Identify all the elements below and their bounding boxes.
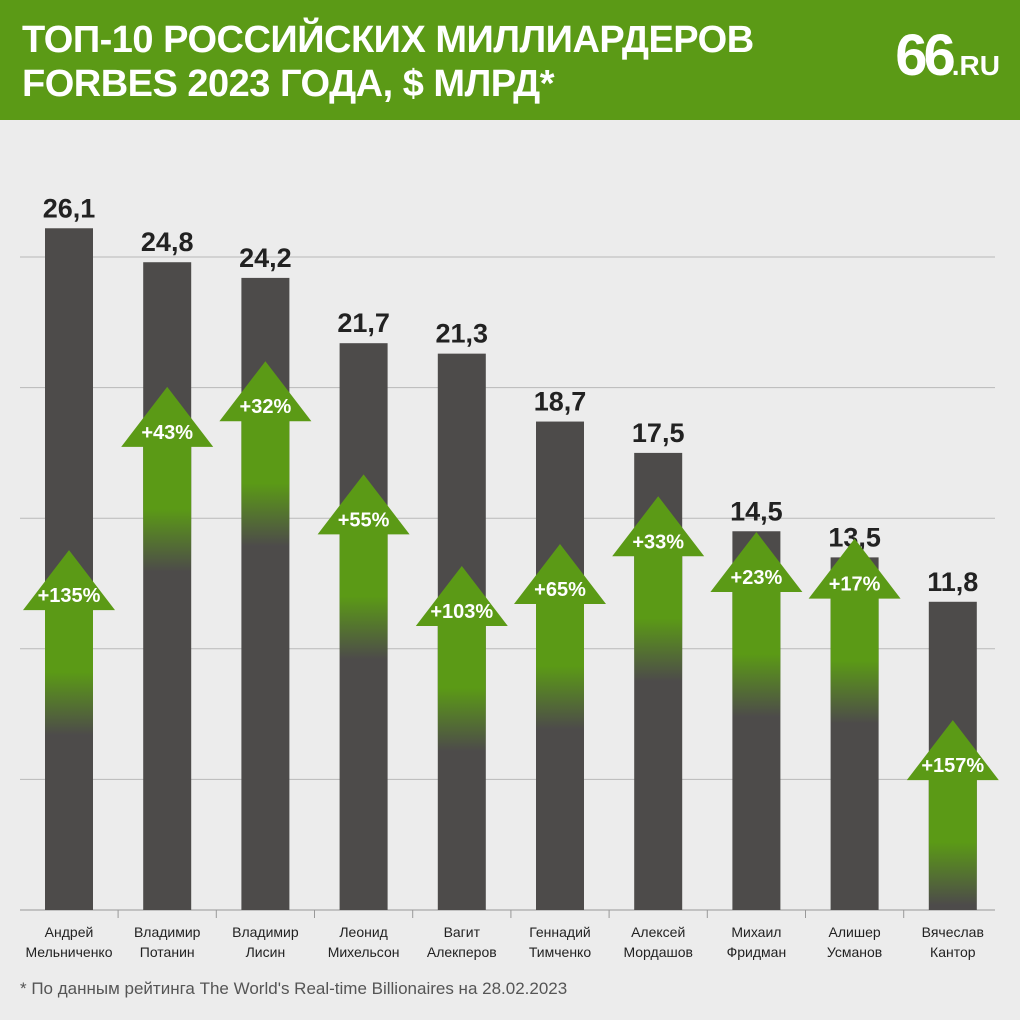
growth-arrow: +33% <box>612 496 705 682</box>
growth-label: +135% <box>38 585 101 607</box>
bar-value-label: 11,8 <box>927 567 978 597</box>
growth-label: +157% <box>921 755 984 777</box>
category-label-line: Фридман <box>727 944 787 960</box>
growth-arrow: +157% <box>906 720 999 906</box>
bar-value-label: 26,1 <box>43 193 96 223</box>
growth-label: +43% <box>141 422 193 444</box>
category-label-line: Кантор <box>930 944 976 960</box>
brand-logo: 66.RU <box>895 23 1000 88</box>
growth-arrow: +103% <box>415 566 508 752</box>
category-label-line: Владимир <box>134 924 201 940</box>
category-label-line: Вячеслав <box>922 924 984 940</box>
category-label-line: Геннадий <box>529 924 591 940</box>
title-line-2: FORBES 2023 ГОДА, $ МЛРД* <box>22 63 555 105</box>
category-label-line: Алекперов <box>427 944 497 960</box>
category-label-line: Владимир <box>232 924 299 940</box>
growth-arrow: +135% <box>23 550 115 736</box>
growth-label: +103% <box>430 601 493 623</box>
category-label-line: Тимченко <box>529 944 591 960</box>
category-label: Леонид Михельсон <box>328 924 400 960</box>
category-label-line: Алишер <box>829 924 881 940</box>
category-label: Алексей Мордашов <box>623 924 692 960</box>
bar-value-label: 21,7 <box>337 308 390 338</box>
category-label-line: Михельсон <box>328 944 400 960</box>
arrow-shape <box>317 474 410 660</box>
category-label: Алишер Усманов <box>827 924 882 960</box>
footnote: * По данным рейтинга The World's Real-ti… <box>20 979 568 998</box>
growth-label: +17% <box>829 574 881 596</box>
arrow-shape <box>121 386 214 572</box>
growth-arrow: +17% <box>808 538 901 724</box>
category-label: Михаил Фридман <box>727 924 787 960</box>
growth-arrow: +23% <box>710 532 803 718</box>
growth-arrow: +55% <box>317 474 410 660</box>
page-title: ТОП-10 РОССИЙСКИХ МИЛЛИАРДЕРОВ FORBES 20… <box>22 18 842 106</box>
category-label: Владимир Потанин <box>134 924 201 960</box>
bar-value-label: 18,7 <box>534 387 587 417</box>
arrow-shape <box>808 538 901 724</box>
arrow-shape <box>219 361 312 547</box>
growth-label: +65% <box>534 579 586 601</box>
growth-arrow: +65% <box>514 544 606 730</box>
arrow-shape <box>710 532 803 718</box>
arrow-shape <box>514 544 606 730</box>
category-label-line: Андрей <box>45 924 94 940</box>
category-label-line: Леонид <box>339 924 387 940</box>
category-label-line: Вагит <box>444 924 481 940</box>
growth-label: +33% <box>632 531 684 553</box>
category-label-line: Лисин <box>246 944 286 960</box>
category-label-line: Мельниченко <box>25 944 112 960</box>
bar-value-label: 24,8 <box>141 227 194 257</box>
arrow-shape <box>906 720 999 906</box>
growth-arrow: +32% <box>219 361 312 547</box>
category-label: Вячеслав Кантор <box>922 924 984 960</box>
category-label-line: Михаил <box>731 924 781 940</box>
bar <box>143 262 192 910</box>
arrow-shape <box>415 566 508 752</box>
category-label-line: Алексей <box>631 924 685 940</box>
growth-label: +32% <box>240 396 292 418</box>
category-label-line: Потанин <box>140 944 195 960</box>
title-line-1: ТОП-10 РОССИЙСКИХ МИЛЛИАРДЕРОВ <box>22 19 754 61</box>
arrow-shape <box>612 496 705 682</box>
billionaires-bar-chart: 26,1 +135% Андрей Мельниченко 24,8 +43% Владим… <box>20 193 999 960</box>
category-label: Андрей Мельниченко <box>25 924 112 960</box>
growth-label: +23% <box>731 567 783 589</box>
category-label-line: Усманов <box>827 944 882 960</box>
bar-value-label: 17,5 <box>632 418 685 448</box>
arrow-shape <box>23 550 115 736</box>
growth-arrow: +43% <box>121 386 214 572</box>
bar-value-label: 24,2 <box>239 243 292 273</box>
category-label: Владимир Лисин <box>232 924 299 960</box>
category-label: Вагит Алекперов <box>427 924 497 960</box>
category-label-line: Мордашов <box>623 944 692 960</box>
category-label: Геннадий Тимченко <box>529 924 591 960</box>
bar-value-label: 14,5 <box>730 496 783 526</box>
header-banner: ТОП-10 РОССИЙСКИХ МИЛЛИАРДЕРОВ FORBES 20… <box>0 0 1020 120</box>
growth-label: +55% <box>338 509 390 531</box>
bar-value-label: 21,3 <box>436 319 489 349</box>
